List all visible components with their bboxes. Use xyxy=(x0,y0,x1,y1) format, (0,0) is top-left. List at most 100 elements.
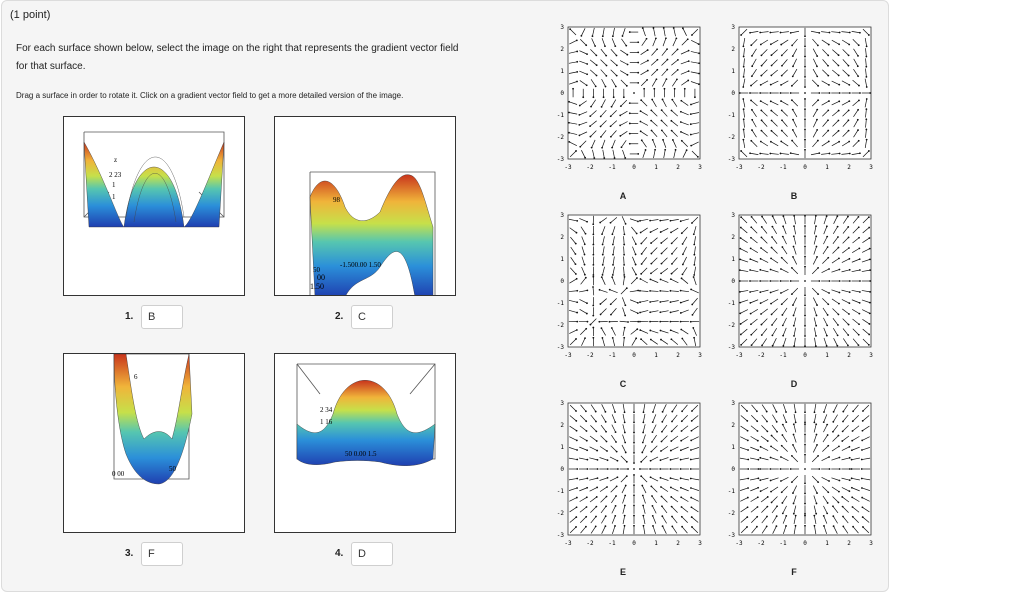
field-arrow xyxy=(652,515,657,524)
field-arrowhead xyxy=(694,96,696,99)
field-arrowhead xyxy=(804,524,806,527)
field-arrow xyxy=(622,226,625,235)
field-arrowhead xyxy=(652,411,654,413)
field-arrowhead xyxy=(792,512,795,515)
field-arrow xyxy=(601,78,606,87)
y-tick-label: -3 xyxy=(728,344,736,351)
field-arrowhead xyxy=(586,289,589,292)
field-arrowhead xyxy=(636,312,639,315)
vector-field-a[interactable]: -3 -3 -2 -2 -1 -1 0 0 1 1 2 2 3 3 xyxy=(542,21,704,199)
field-arrow xyxy=(760,39,769,45)
field-arrow xyxy=(610,217,618,224)
vector-field-b[interactable]: -3 -3 -2 -2 -1 -1 0 0 1 1 2 2 3 3 xyxy=(713,21,875,199)
field-arrow xyxy=(771,435,778,442)
surface-plot-2[interactable]: 98 -1.500.00 1.50 50 00 1.50 xyxy=(274,116,456,296)
field-arrow xyxy=(568,457,578,460)
field-arrow xyxy=(660,237,668,244)
field-arrow xyxy=(642,424,646,433)
vector-field-e[interactable]: -3 -3 -2 -2 -1 -1 0 0 1 1 2 2 3 3 xyxy=(542,397,704,575)
y-tick-label: -3 xyxy=(728,532,736,539)
answer-input-4[interactable]: D xyxy=(351,542,393,566)
field-arrowhead xyxy=(781,512,784,515)
field-arrowhead xyxy=(635,337,638,340)
x-tick-label: 0 xyxy=(803,540,807,547)
field-arrow xyxy=(600,59,607,66)
field-arrowhead xyxy=(680,515,683,518)
surface-plot-1[interactable]: 2 23 1 1 z xyxy=(63,116,245,296)
field-arrowhead xyxy=(640,460,643,463)
surface-plot-4[interactable]: 2 34 1 16 50 0.00 1.5 xyxy=(274,353,456,533)
field-arrow xyxy=(622,327,625,336)
field-arrow xyxy=(601,404,606,412)
vector-field-f[interactable]: -3 -3 -2 -2 -1 -1 0 0 1 1 2 2 3 3 xyxy=(713,397,875,575)
answer-input-1[interactable]: B xyxy=(141,305,183,329)
field-arrowhead xyxy=(816,444,818,446)
field-arrowhead xyxy=(757,449,760,452)
field-arrowhead xyxy=(804,492,806,495)
field-arrow xyxy=(610,110,617,117)
field-arrowhead xyxy=(751,118,754,121)
field-arrowhead xyxy=(698,52,700,55)
field-arrowhead xyxy=(756,420,759,423)
y-tick-label: 2 xyxy=(560,422,564,429)
field-arrowhead xyxy=(589,125,592,127)
field-arrowhead xyxy=(804,35,806,38)
vector-field-c[interactable]: -3 -3 -2 -2 -1 -1 0 0 1 1 2 2 3 3 xyxy=(542,209,704,387)
field-arrowhead xyxy=(850,486,853,489)
field-arrowhead xyxy=(622,96,625,99)
field-arrowhead xyxy=(738,280,741,282)
field-arrow xyxy=(740,216,748,224)
field-arrow xyxy=(569,278,577,284)
field-arrow xyxy=(671,425,678,432)
field-arrow xyxy=(579,457,588,461)
field-arrow xyxy=(751,338,758,346)
field-arrow xyxy=(568,81,578,85)
field-arrowhead xyxy=(611,336,614,339)
vector-field-d[interactable]: -3 -3 -2 -2 -1 -1 0 0 1 1 2 2 3 3 xyxy=(713,209,875,387)
field-arrow xyxy=(761,516,768,524)
field-arrowhead xyxy=(837,129,840,132)
field-arrowhead xyxy=(791,75,794,78)
field-arrowhead xyxy=(827,129,830,132)
field-arrowhead xyxy=(865,65,868,68)
field-arrowhead xyxy=(639,289,641,292)
surface-3-tick-label: 0 00 xyxy=(112,470,125,478)
field-arrow xyxy=(662,38,667,47)
field-arrowhead xyxy=(818,92,821,94)
field-arrowhead xyxy=(601,274,604,276)
field-arrowhead xyxy=(842,525,845,528)
field-arrowhead xyxy=(790,266,793,269)
field-arrowhead xyxy=(592,304,595,307)
field-arrowhead xyxy=(847,236,850,239)
field-arrowhead xyxy=(599,313,602,316)
field-arrowhead xyxy=(858,247,861,250)
field-arrowhead xyxy=(611,243,614,246)
field-arrowhead xyxy=(848,445,851,448)
field-arrow xyxy=(782,414,787,423)
field-arrowhead xyxy=(848,313,850,315)
field-arrow xyxy=(791,455,799,463)
field-arrow xyxy=(793,317,797,326)
field-arrow xyxy=(641,444,647,453)
field-arrowhead xyxy=(596,449,599,452)
surface-plot-3[interactable]: 6 50 0 00 xyxy=(63,353,245,533)
field-arrowhead xyxy=(816,75,819,78)
field-arrowhead xyxy=(804,118,806,121)
field-arrowhead xyxy=(666,48,668,51)
field-arrow xyxy=(579,111,588,116)
field-arrowhead xyxy=(661,420,664,423)
field-arrowhead xyxy=(612,96,615,99)
field-arrow xyxy=(761,120,768,127)
field-arrowhead xyxy=(760,54,763,57)
field-arrowhead xyxy=(682,253,684,256)
answer-input-2[interactable]: C xyxy=(351,305,393,329)
x-tick-label: -2 xyxy=(757,352,765,359)
field-arrow xyxy=(640,455,648,463)
answer-input-3[interactable]: F xyxy=(141,542,183,566)
field-arrowhead xyxy=(576,60,579,63)
field-arrowhead xyxy=(659,476,662,479)
field-arrow xyxy=(589,446,598,451)
field-arrow xyxy=(740,309,748,314)
field-arrowhead xyxy=(822,514,825,517)
field-arrowhead xyxy=(649,459,652,462)
